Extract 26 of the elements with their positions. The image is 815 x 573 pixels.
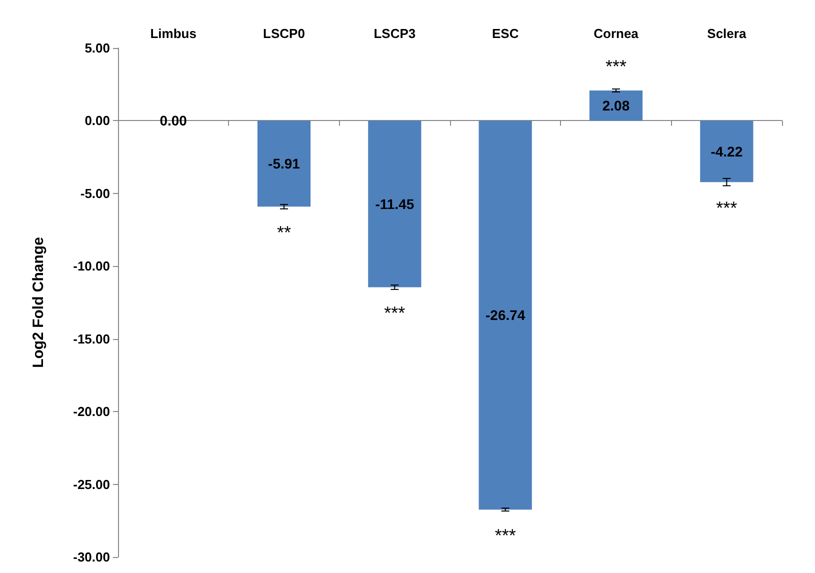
y-tick-label: -10.00 (73, 258, 110, 274)
y-tick-label: -25.00 (73, 476, 110, 492)
x-tick-label: Cornea (594, 26, 640, 41)
annotation: ** (276, 222, 292, 243)
y-tick-label: -15.00 (73, 331, 110, 346)
data-label: 2.08 (602, 98, 630, 114)
annotation: *** (716, 198, 738, 218)
annotation: *** (605, 56, 627, 76)
y-tick-label: -20.00 (73, 404, 110, 420)
y-tick-label: 0.00 (84, 113, 110, 128)
x-tick-label: ESC (492, 26, 520, 41)
y-tick-label: -30.00 (73, 550, 110, 564)
data-label: -11.45 (375, 196, 414, 212)
x-tick-label: LSCP0 (263, 26, 305, 41)
data-label: -5.91 (268, 156, 300, 172)
y-tick-label: -5.00 (80, 186, 110, 201)
x-tick-label: Sclera (707, 26, 747, 41)
y-axis-title: Log2 Fold Change (30, 237, 47, 368)
annotation: *** (494, 526, 516, 546)
annotation: *** (384, 303, 406, 324)
data-label: -4.22 (710, 143, 743, 160)
x-tick-label: LSCP3 (374, 26, 416, 41)
y-tick-label: 5.00 (84, 40, 110, 56)
data-label: 0.00 (160, 112, 188, 129)
data-label: -26.74 (485, 307, 526, 324)
x-tick-label: Limbus (150, 26, 196, 41)
